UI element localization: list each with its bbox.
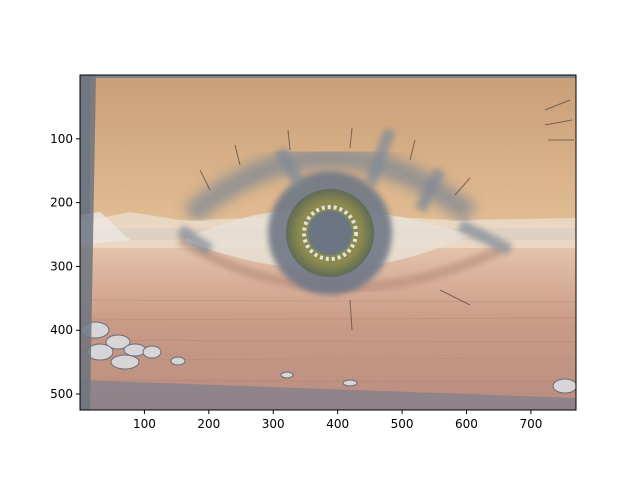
x-tick-label: 500 <box>391 417 414 431</box>
x-tick-label: 200 <box>197 417 220 431</box>
x-tick-label: 400 <box>326 417 349 431</box>
x-axis: 100 200 300 400 500 600 700 <box>133 410 542 431</box>
x-tick-label: 700 <box>519 417 542 431</box>
image-panel <box>80 75 576 410</box>
x-tick-label: 100 <box>133 417 156 431</box>
y-tick-label: 200 <box>50 196 73 210</box>
y-axis: 100 200 300 400 500 <box>50 132 80 401</box>
y-tick-label: 300 <box>50 259 73 273</box>
axes-frame <box>79 74 577 411</box>
x-tick-label: 600 <box>455 417 478 431</box>
x-tick-label: 300 <box>262 417 285 431</box>
y-tick-label: 100 <box>50 132 73 146</box>
y-tick-label: 500 <box>50 387 73 401</box>
y-tick-label: 400 <box>50 323 73 337</box>
